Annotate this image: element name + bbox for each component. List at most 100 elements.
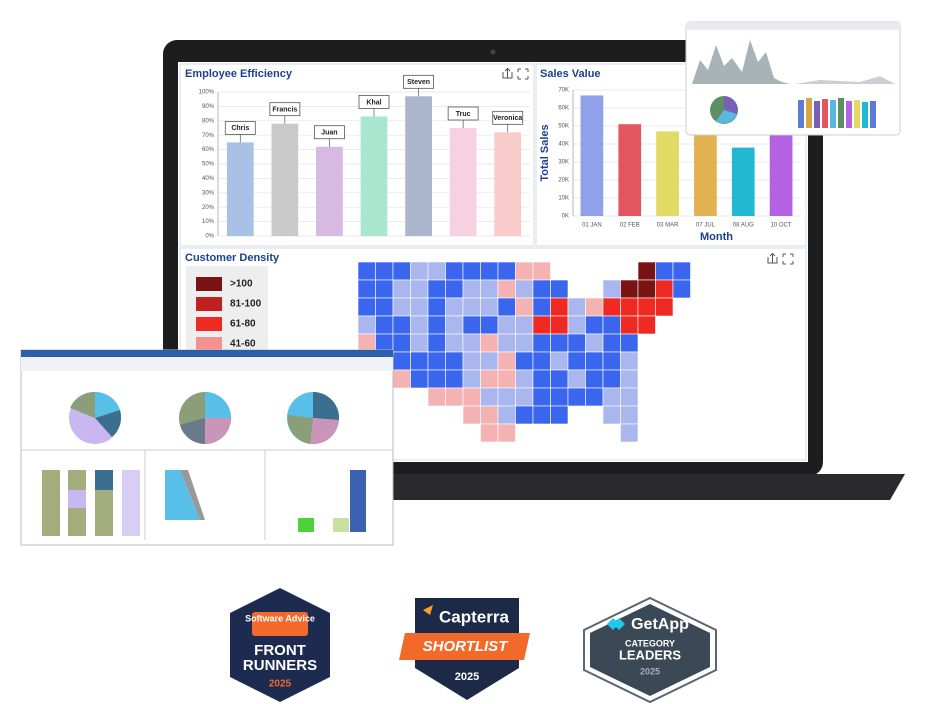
bar (494, 132, 522, 236)
y-tick-label: 100% (199, 90, 215, 96)
map-region (445, 333, 464, 353)
map-region (410, 351, 429, 371)
map-region (462, 333, 481, 353)
badge: Capterra SHORTLIST 2025 (399, 598, 530, 700)
y-tick-label: 40% (202, 176, 215, 182)
map-region (462, 261, 481, 281)
y-tick-label: 70K (558, 88, 569, 94)
bar (360, 116, 388, 236)
map-region (462, 279, 481, 299)
y-tick-label: 50K (558, 124, 569, 130)
map-region (357, 279, 376, 299)
map-region (620, 279, 639, 299)
panel-icons[interactable] (502, 67, 794, 265)
map-region (497, 387, 516, 407)
bar-label: Truc (456, 111, 471, 118)
map-region (637, 297, 656, 317)
map-region (602, 369, 621, 389)
map-region (392, 351, 411, 371)
callout-box (403, 74, 434, 89)
map-region (427, 315, 446, 335)
x-axis-title: Month (700, 231, 733, 243)
y-tick-label: 20% (202, 205, 215, 211)
bar (618, 124, 642, 216)
map-region (497, 315, 516, 335)
map-region (427, 351, 446, 371)
x-tick-label: 07 JUL (696, 223, 716, 229)
map-region (497, 297, 516, 317)
map-region (445, 369, 464, 389)
panel-title: Employee Efficiency (185, 68, 293, 80)
map-region (515, 297, 534, 317)
badge-brand: Software Advice (245, 613, 315, 623)
map-region (480, 261, 499, 281)
map-region (427, 279, 446, 299)
map-region (410, 315, 429, 335)
map-region (585, 333, 604, 353)
map-region (445, 315, 464, 335)
map-region (620, 387, 639, 407)
map-region (567, 369, 586, 389)
badge-brand: Capterra (439, 607, 509, 626)
map-region (445, 279, 464, 299)
map-region (427, 369, 446, 389)
map-region (357, 333, 376, 353)
legend-label: 81-100 (230, 299, 262, 310)
map-region (655, 279, 674, 299)
map-region (480, 333, 499, 353)
map-region (550, 279, 569, 299)
bar (694, 135, 717, 216)
map-region (462, 297, 481, 317)
legend-swatch (196, 337, 222, 351)
y-tick-label: 90% (202, 104, 215, 110)
map-region (602, 351, 621, 371)
y-tick-label: 60K (558, 106, 569, 112)
bar (271, 123, 299, 236)
legend-swatch (196, 277, 222, 291)
map-region (445, 351, 464, 371)
x-tick-label: 01 JAN (582, 223, 602, 229)
bar (316, 146, 343, 236)
map-region (532, 279, 551, 299)
callout-box (447, 106, 479, 121)
map-region (585, 387, 604, 407)
map-region (392, 333, 411, 353)
bar (656, 131, 679, 216)
map-region (672, 279, 691, 299)
map-region (620, 369, 639, 389)
map-region (497, 369, 516, 389)
bar (731, 147, 755, 216)
y-tick-label: 50% (202, 162, 215, 168)
map-region (532, 387, 551, 407)
map-region (410, 333, 429, 353)
y-tick-label: 30K (558, 160, 569, 166)
legend-label: >100 (230, 279, 253, 290)
panel-title: Sales Value (540, 68, 601, 80)
callout-box (269, 102, 301, 117)
map-region (375, 333, 394, 353)
map-region (637, 261, 656, 281)
bar (580, 95, 604, 216)
map-region (410, 369, 429, 389)
map-region (497, 333, 516, 353)
map-region (567, 351, 586, 371)
map-region (410, 261, 429, 281)
map-region (392, 369, 411, 389)
map-region (480, 351, 499, 371)
map-region (410, 279, 429, 299)
bar-label: Steven (407, 79, 430, 86)
map-region (620, 333, 639, 353)
badge-year: 2025 (269, 679, 292, 690)
map-region (532, 261, 551, 281)
map-region (392, 315, 411, 335)
bar (449, 128, 477, 236)
map-region (532, 351, 551, 371)
map-region (532, 369, 551, 389)
map-region (462, 405, 481, 425)
callout-box (358, 95, 390, 109)
x-tick-label: 02 FEB (620, 223, 640, 229)
y-tick-label: 80% (202, 118, 215, 124)
map-region (375, 261, 394, 281)
map-region (427, 387, 446, 407)
map-region (497, 279, 516, 299)
